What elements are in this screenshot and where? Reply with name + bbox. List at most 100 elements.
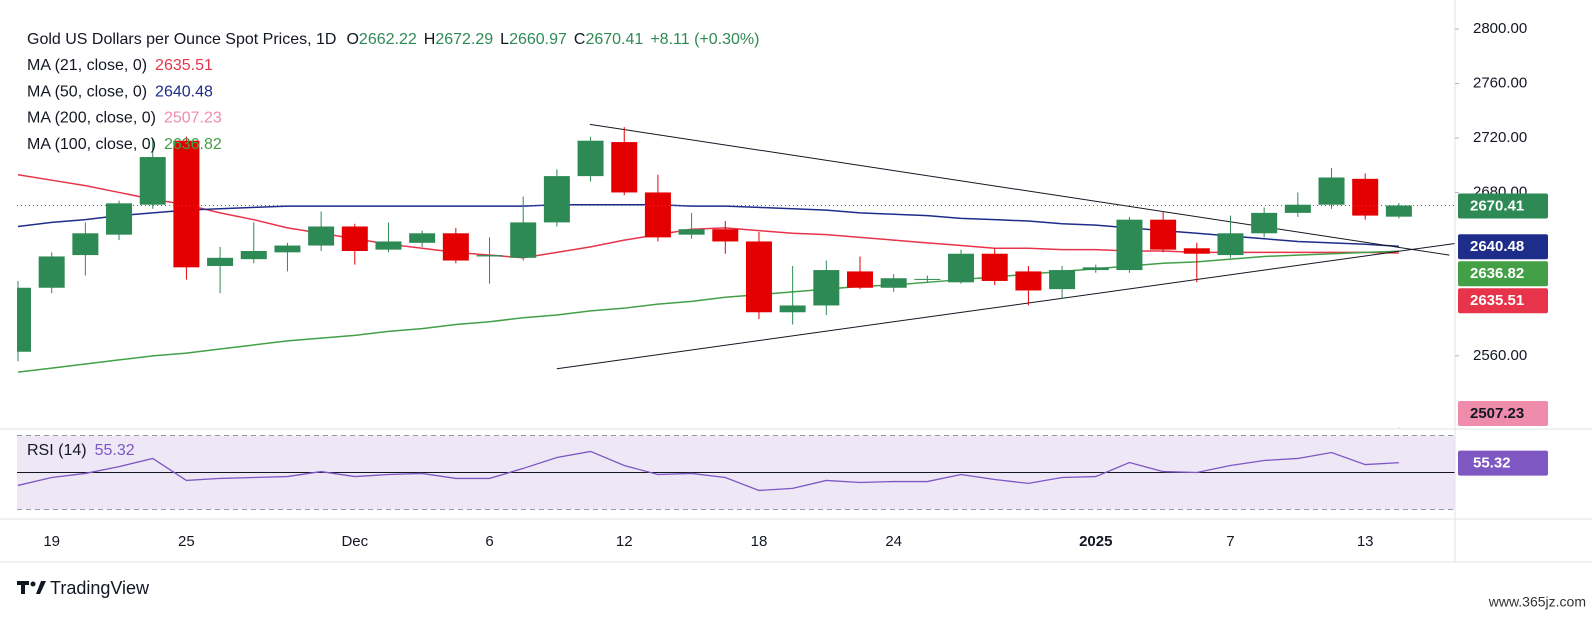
footer: TradingView www.365jz.com (17, 578, 1586, 610)
x-tick-label: 12 (616, 533, 633, 550)
candle-body (1284, 204, 1311, 213)
trendline (589, 123, 1450, 256)
candle-body (1015, 271, 1042, 291)
candle-body (745, 241, 772, 313)
candle-body (813, 270, 840, 306)
candle-body (1318, 177, 1345, 205)
candle-body (106, 203, 133, 235)
candle-body (139, 157, 166, 205)
ohlc-value: 2662.22 (359, 31, 417, 48)
ohlc-value: 2672.29 (435, 31, 493, 48)
candle-body (341, 226, 368, 251)
candle-body (1049, 270, 1076, 290)
ohlc-prefix: C (574, 31, 586, 48)
legend-title: Gold US Dollars per Ounce Spot Prices, 1… (27, 31, 759, 48)
ohlc-prefix: L (500, 31, 509, 48)
legend-value: 2507.23 (164, 110, 222, 127)
candle-body (1183, 248, 1210, 254)
brand-name: TradingView (50, 578, 150, 598)
ohlc-value: 2670.41 (585, 31, 643, 48)
trendline (556, 242, 1455, 370)
rsi-pane (17, 435, 1455, 510)
candle-body (375, 241, 402, 250)
price-tag (1458, 261, 1548, 287)
rsi-line (17, 450, 1399, 492)
ohlc-prefix: O (346, 31, 358, 48)
x-tick-label: 6 (485, 533, 493, 550)
candle-body (779, 305, 806, 313)
price-tag (1458, 234, 1548, 260)
ohlc-prefix: H (424, 31, 436, 48)
y-tick-label: 2720.00 (1473, 129, 1527, 146)
legend-value: 2636.82 (164, 136, 222, 153)
candle-body (678, 229, 705, 235)
x-tick-label: 18 (751, 533, 768, 550)
candle-body (611, 142, 638, 193)
moving-average-line (1398, 427, 1400, 429)
watermark: www.365jz.com (1488, 594, 1586, 610)
price-tag (1458, 193, 1548, 219)
legend-name: MA (200, close, 0) (27, 110, 156, 127)
legend: Gold US Dollars per Ounce Spot Prices, 1… (27, 31, 759, 459)
legend-entry: MA (200, close, 0) 2507.23 (27, 110, 222, 127)
candle-body (240, 250, 267, 260)
candle-body (1251, 212, 1278, 234)
x-tick-label: Dec (341, 533, 368, 550)
candle-body (17, 287, 31, 352)
legend-name: RSI (14) (27, 442, 87, 459)
candle-body (510, 222, 537, 258)
candle-body (1116, 219, 1143, 271)
candle-body (948, 253, 975, 283)
candle-body (1217, 233, 1244, 256)
candle-body (308, 226, 335, 246)
price-tag-label: 55.32 (1473, 455, 1511, 472)
price-tag-label: 2640.48 (1470, 238, 1524, 255)
legend-entry: MA (50, close, 0) 2640.48 (27, 84, 213, 101)
x-tick-label: 7 (1226, 533, 1234, 550)
price-tag-label: 2635.51 (1470, 292, 1524, 309)
price-tag-label: 2507.23 (1470, 405, 1524, 422)
candle-body (72, 233, 99, 256)
price-tag (1458, 288, 1548, 314)
candle-body (38, 256, 65, 288)
y-tick-label: 2560.00 (1473, 347, 1527, 364)
candle-body (880, 278, 907, 288)
y-tick-label: 2760.00 (1473, 74, 1527, 91)
rsi-legend: RSI (14) 55.32 (27, 442, 135, 459)
x-tick-label: 13 (1357, 533, 1374, 550)
legend-value: 2640.48 (155, 84, 213, 101)
candle-body (1352, 178, 1379, 216)
price-pane (17, 123, 1455, 429)
price-tag (1458, 401, 1548, 426)
y-tick-label: 2800.00 (1473, 20, 1527, 37)
legend-value: 55.32 (95, 442, 135, 459)
legend-value: 2635.51 (155, 57, 213, 74)
ohlc-value: 2660.97 (509, 31, 567, 48)
change: +8.11 (+0.30%) (650, 31, 759, 48)
x-tick-label: 24 (885, 533, 902, 550)
candle-body (476, 255, 503, 257)
moving-average-line (17, 174, 1399, 259)
legend-entry: MA (21, close, 0) 2635.51 (27, 57, 213, 74)
brand-logo (17, 581, 46, 594)
candle-body (981, 253, 1008, 281)
legend-entry: MA (100, close, 0) 2636.82 (27, 136, 222, 153)
candle-body (1150, 219, 1177, 250)
candle-body (409, 233, 436, 243)
price-tag-label: 2670.41 (1470, 197, 1524, 214)
candle-body (914, 278, 941, 280)
legend-name: MA (100, close, 0) (27, 136, 156, 153)
candle-body (442, 233, 469, 261)
candle-body (577, 140, 604, 177)
x-tick-label: 25 (178, 533, 195, 550)
legend-name: MA (21, close, 0) (27, 57, 147, 74)
x-tick-label: 19 (43, 533, 60, 550)
candle-body (543, 176, 570, 223)
symbol-name: Gold US Dollars per Ounce Spot Prices, 1… (27, 31, 336, 48)
price-tag-label: 2636.82 (1470, 265, 1524, 282)
price-tag (1458, 450, 1548, 476)
candle-body (274, 245, 301, 253)
